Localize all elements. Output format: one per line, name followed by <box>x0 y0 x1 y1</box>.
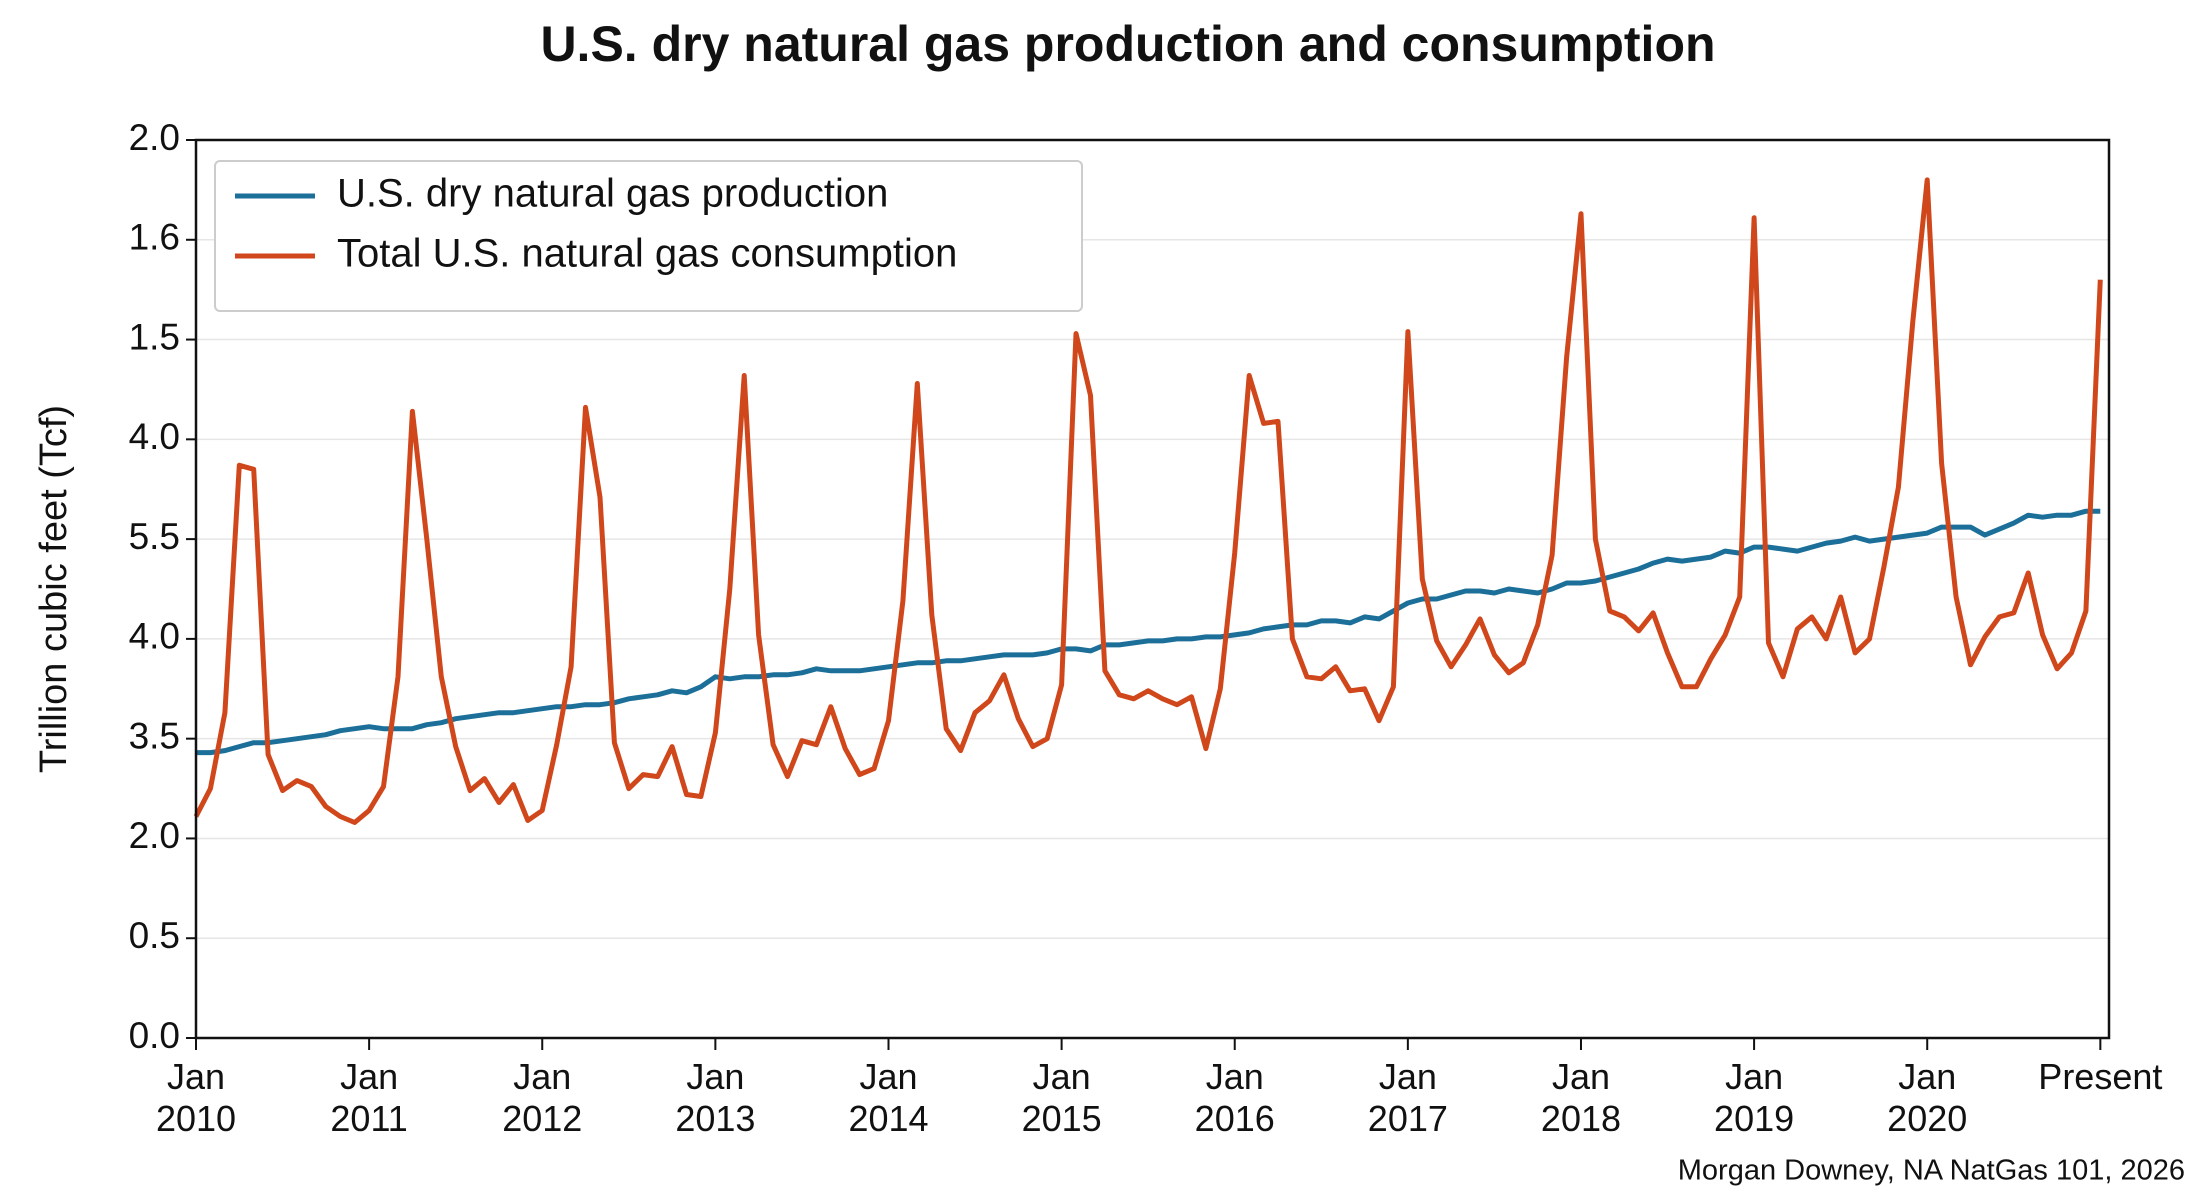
x-tick-label: Jan 2011 <box>330 1056 408 1139</box>
y-tick-label: 3.5 <box>129 715 180 756</box>
legend: U.S. dry natural gas production Total U.S… <box>214 160 1083 312</box>
x-tick-label: Jan 2016 <box>1194 1056 1275 1139</box>
x-tick-label: Jan 2010 <box>155 1056 237 1139</box>
y-tick-label: 2.0 <box>129 117 180 158</box>
y-tick-label: 0.5 <box>129 915 180 956</box>
x-tick-label: Jan 2017 <box>1367 1056 1448 1139</box>
legend-label: Total U.S. natural gas consumption <box>337 232 957 276</box>
y-tick-label: 4.0 <box>129 416 180 457</box>
legend-label: U.S. dry natural gas production <box>337 172 888 216</box>
series-line <box>193 177 2103 825</box>
x-tick-label: Jan 2020 <box>1887 1056 1968 1139</box>
x-tick-label: Jan 2014 <box>848 1056 929 1139</box>
y-tick-label: 2.0 <box>129 815 180 856</box>
legend-box <box>214 160 1083 312</box>
x-tick-label: Jan 2019 <box>1714 1056 1795 1139</box>
y-axis-label: Trillion cubic feet (Tcf) <box>33 405 75 773</box>
y-tick-label: 0.0 <box>129 1015 180 1056</box>
y-tick-label: 1.5 <box>129 316 180 357</box>
chart-title: U.S. dry natural gas production and cons… <box>540 16 1715 72</box>
y-tick-label: 4.0 <box>129 616 180 657</box>
y-tick-label: 1.6 <box>129 217 180 258</box>
series-line <box>196 508 2101 756</box>
y-tick-label: 5.5 <box>129 516 180 557</box>
x-tick-label: Jan 2012 <box>502 1056 583 1139</box>
x-tick-label: Jan 2018 <box>1540 1056 1622 1139</box>
x-tick-label: Jan 2015 <box>1021 1056 1102 1139</box>
x-tick-label: Present <box>2038 1056 2163 1097</box>
x-tick-label: Jan 2013 <box>675 1056 756 1139</box>
plot-frame <box>194 138 2111 1040</box>
source-note: Morgan Downey, NA NatGas 101, 2026 <box>1678 1155 2185 1187</box>
